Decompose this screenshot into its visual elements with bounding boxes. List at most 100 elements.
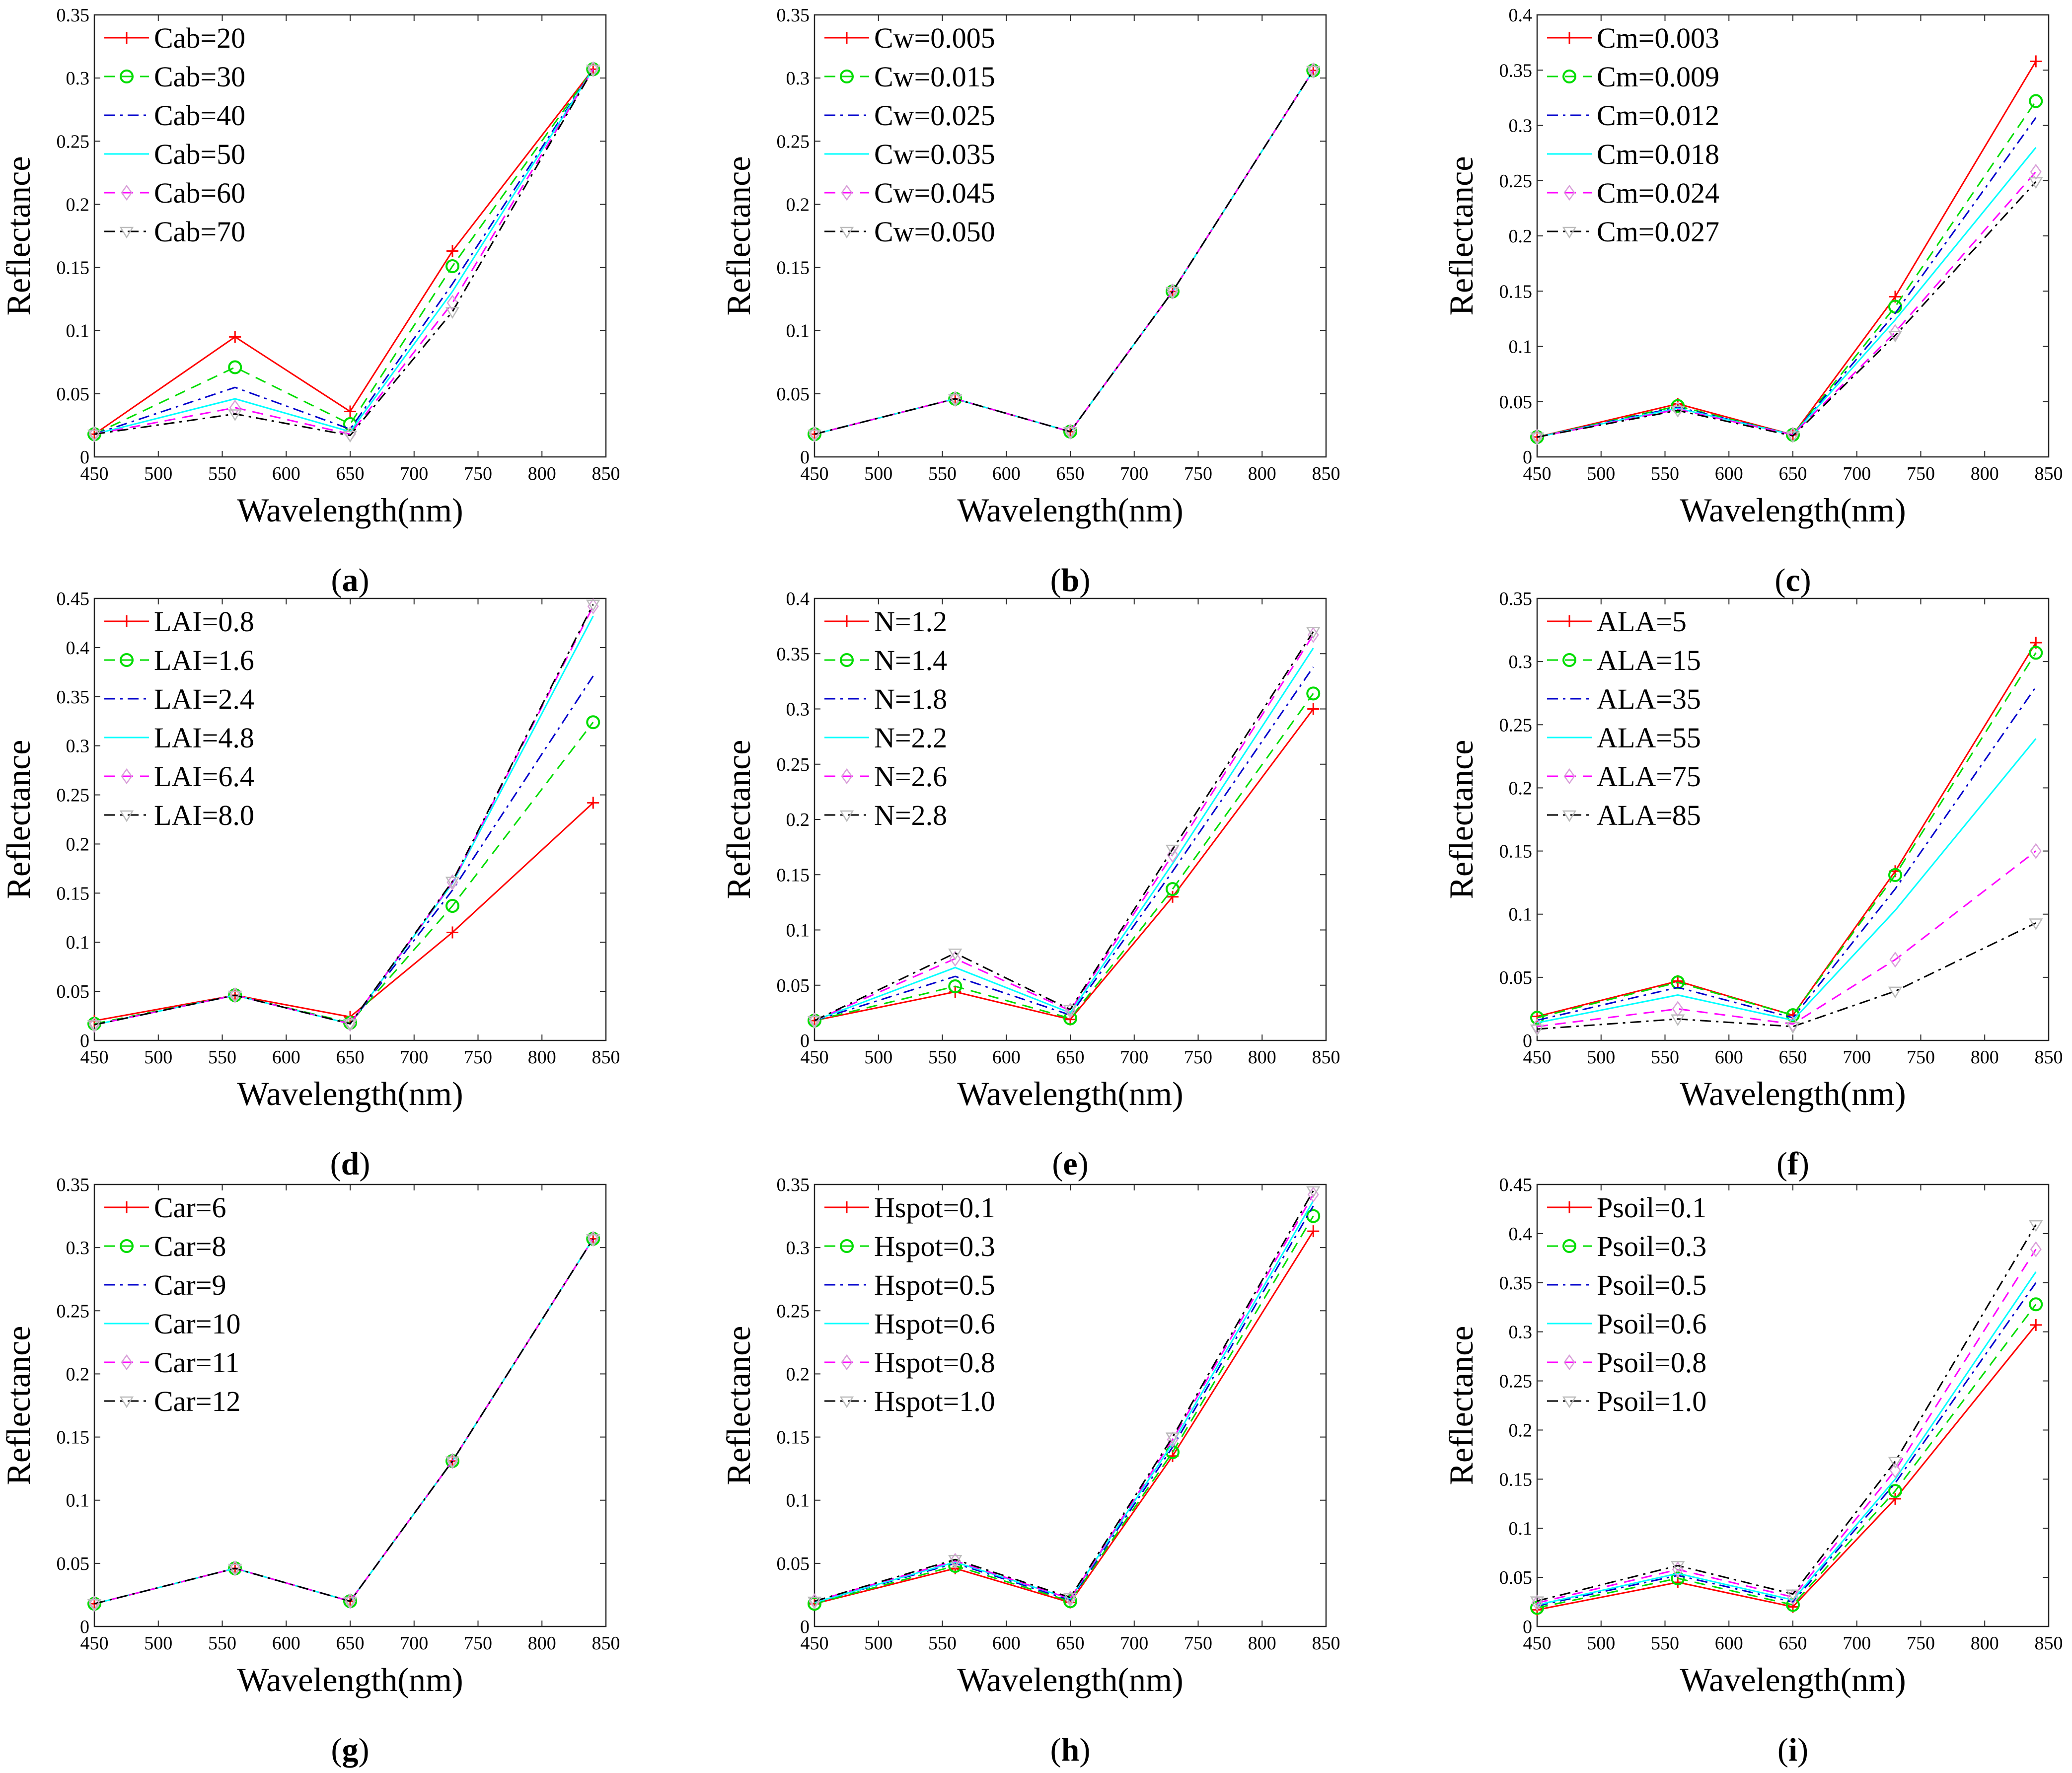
- series-line-5: [94, 1238, 594, 1605]
- series-4-point: [1531, 1018, 1543, 1035]
- plot-area: [93, 14, 607, 458]
- series-5-point: [807, 429, 822, 442]
- series-group: [807, 62, 1321, 443]
- y-tick-label: 0.35: [777, 5, 810, 26]
- series-line-3: [1537, 738, 2037, 1024]
- x-tick-label: 700: [1843, 463, 1871, 484]
- panel-a: 450 500 550 600 650 700 750 800 850 0 0.05 0.1 0.15 0…: [0, 5, 620, 598]
- y-tick-label: 0.35: [1499, 60, 1533, 81]
- y-tick-label: 0: [1523, 1617, 1532, 1637]
- x-tick-label: 500: [864, 1633, 892, 1654]
- plot-area: [814, 597, 1327, 1041]
- legend-entry: ALA=35: [1597, 683, 1701, 715]
- x-tick-label: 500: [1587, 463, 1615, 484]
- y-tick-label: 0.05: [777, 975, 810, 996]
- x-tick-label: 800: [1971, 1047, 1999, 1068]
- series-5-point: [1888, 331, 1903, 343]
- plot-area: [93, 1183, 607, 1627]
- y-tick-label: 0: [800, 1617, 810, 1637]
- legend-entry: Cm=0.024: [1597, 177, 1719, 209]
- legend: N=1.2 N=1.4 N=1.8 N=2.2 N=2.6 N=2.8: [824, 605, 947, 831]
- series-4-point: [1167, 847, 1179, 863]
- legend-entry: Cab=40: [154, 99, 245, 132]
- series-line-4: [94, 69, 594, 435]
- x-tick-label: 650: [1779, 463, 1807, 484]
- x-tick-label: 450: [1523, 463, 1552, 484]
- legend: Hspot=0.1 Hspot=0.3 Hspot=0.5 Hspot=0.6 Hspo…: [824, 1191, 995, 1417]
- y-tick-label: 0: [1523, 447, 1532, 468]
- x-tick-label: 850: [2035, 1633, 2063, 1654]
- series-line-1: [814, 693, 1314, 1022]
- y-axis-label: Reflectance: [1442, 156, 1480, 316]
- legend: Cm=0.003 Cm=0.009 Cm=0.012 Cm=0.018 Cm=0.024…: [1547, 22, 1719, 248]
- series-1-point: [445, 259, 459, 274]
- legend-marker: [1562, 226, 1577, 239]
- x-tick-label: 800: [1248, 1047, 1276, 1068]
- x-tick-label: 600: [1715, 463, 1743, 484]
- legend-entry: N=1.4: [874, 644, 947, 676]
- x-tick-label: 800: [1248, 463, 1276, 484]
- y-tick-label: 0.35: [57, 5, 90, 26]
- series-0-point: [1307, 1225, 1320, 1238]
- series-5-point: [1306, 66, 1321, 78]
- series-1-point: [228, 360, 242, 374]
- y-tick-label: 0.1: [786, 321, 810, 342]
- panel-label: (g): [331, 1732, 370, 1768]
- series-5-point: [586, 1234, 600, 1246]
- y-tick-label: 0.3: [1509, 652, 1533, 672]
- y-tick-label: 0.05: [57, 981, 90, 1002]
- x-tick-label: 500: [864, 463, 892, 484]
- series-0-point: [446, 926, 458, 939]
- legend-entry: Psoil=0.6: [1597, 1308, 1706, 1340]
- y-tick-label: 0.1: [1509, 337, 1533, 358]
- series-line-5: [814, 1190, 1314, 1602]
- legend-marker: [121, 184, 133, 201]
- legend-marker: [841, 184, 853, 201]
- y-tick-label: 0.4: [786, 589, 810, 609]
- y-tick-label: 0.15: [777, 1427, 810, 1448]
- y-tick-label: 0.2: [66, 194, 90, 215]
- x-tick-label: 500: [1587, 1633, 1615, 1654]
- y-tick-label: 0: [800, 1031, 810, 1051]
- series-5-point: [1306, 627, 1321, 639]
- panel-label: (a): [331, 562, 370, 598]
- x-tick-label: 750: [464, 1047, 492, 1068]
- x-tick-label: 650: [1056, 1633, 1085, 1654]
- series-line-3: [814, 648, 1314, 1022]
- series-line-4: [814, 1194, 1314, 1602]
- series-5-point: [1785, 431, 1800, 443]
- legend-marker: [839, 810, 854, 822]
- series-group: [87, 61, 600, 443]
- series-line-1: [1537, 100, 2037, 438]
- y-axis-label: Reflectance: [0, 740, 37, 899]
- y-tick-label: 0.4: [1509, 1224, 1533, 1245]
- panel-h: 450 500 550 600 650 700 750 800 850 0 0.05 0.1 0.15 0…: [720, 1175, 1340, 1768]
- series-1-point: [1063, 1594, 1077, 1609]
- legend-marker: [839, 1396, 854, 1408]
- legend: Cab=20 Cab=30 Cab=40 Cab=50 Cab=60 Cab=70: [104, 22, 245, 248]
- legend-marker: [1562, 810, 1577, 822]
- series-line-1: [814, 1215, 1314, 1605]
- panel-label: (d): [330, 1146, 370, 1182]
- y-tick-label: 0.25: [57, 131, 90, 152]
- panel-d: 450 500 550 600 650 700 750 800 850 0 0.05 0.1 0.15 0…: [0, 589, 620, 1182]
- legend-marker: [121, 32, 133, 44]
- panel-e: 450 500 550 600 650 700 750 800 850 0 0.05 0.1 0.15 0…: [720, 589, 1340, 1182]
- legend-marker: [1563, 184, 1575, 201]
- legend-entry: Psoil=0.1: [1597, 1191, 1706, 1224]
- plot-area: [1536, 1183, 2050, 1627]
- legend-entry: Cab=70: [154, 216, 245, 248]
- x-tick-label: 500: [144, 1047, 172, 1068]
- series-5-point: [445, 307, 460, 319]
- legend-marker: [119, 1396, 134, 1408]
- x-tick-label: 500: [864, 1047, 892, 1068]
- series-4-point: [446, 874, 458, 890]
- y-tick-label: 0.1: [1509, 904, 1533, 925]
- series-5-point: [586, 65, 600, 76]
- legend-marker: [1563, 615, 1575, 627]
- legend-entry: Hspot=0.6: [874, 1308, 995, 1340]
- series-4-point: [949, 951, 961, 967]
- series-4-point: [1889, 1462, 1901, 1478]
- legend: Psoil=0.1 Psoil=0.3 Psoil=0.5 Psoil=0.6 Psoi…: [1547, 1191, 1706, 1417]
- y-tick-label: 0: [80, 1031, 89, 1051]
